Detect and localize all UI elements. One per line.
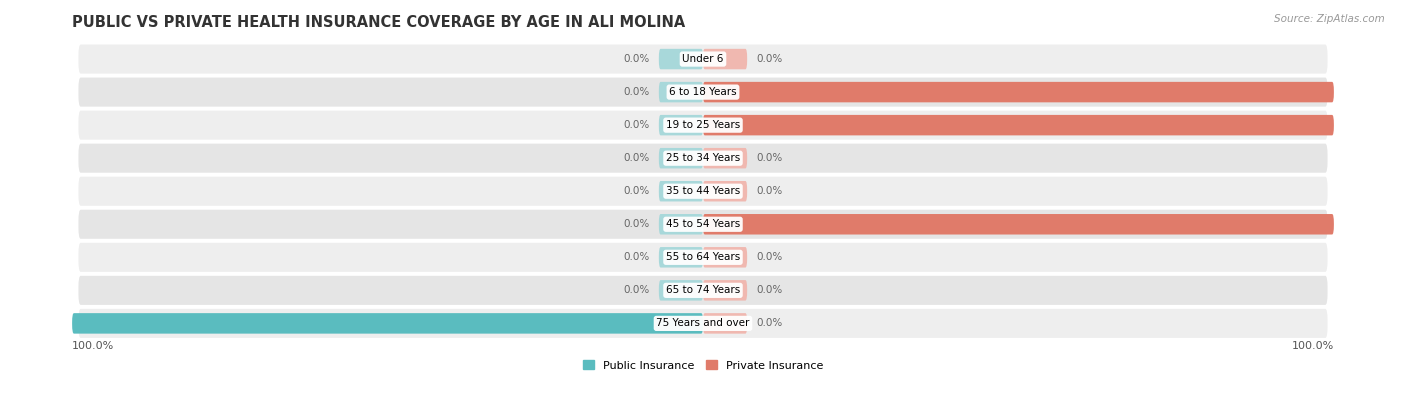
Text: 0.0%: 0.0% bbox=[756, 54, 783, 64]
Text: 0.0%: 0.0% bbox=[756, 186, 783, 196]
FancyBboxPatch shape bbox=[703, 280, 747, 301]
FancyBboxPatch shape bbox=[659, 115, 703, 135]
Text: 75 Years and over: 75 Years and over bbox=[657, 318, 749, 328]
Text: 0.0%: 0.0% bbox=[756, 318, 783, 328]
Text: 0.0%: 0.0% bbox=[623, 186, 650, 196]
Text: 35 to 44 Years: 35 to 44 Years bbox=[666, 186, 740, 196]
Text: 65 to 74 Years: 65 to 74 Years bbox=[666, 285, 740, 295]
Text: 0.0%: 0.0% bbox=[756, 285, 783, 295]
FancyBboxPatch shape bbox=[659, 214, 703, 235]
FancyBboxPatch shape bbox=[659, 82, 703, 102]
Text: 25 to 34 Years: 25 to 34 Years bbox=[666, 153, 740, 163]
Text: 0.0%: 0.0% bbox=[623, 219, 650, 229]
Text: 0.0%: 0.0% bbox=[623, 153, 650, 163]
FancyBboxPatch shape bbox=[703, 247, 747, 268]
FancyBboxPatch shape bbox=[703, 181, 747, 202]
Text: Under 6: Under 6 bbox=[682, 54, 724, 64]
FancyBboxPatch shape bbox=[79, 177, 1327, 206]
FancyBboxPatch shape bbox=[79, 309, 1327, 338]
FancyBboxPatch shape bbox=[79, 276, 1327, 305]
Text: 0.0%: 0.0% bbox=[623, 120, 650, 130]
Text: 100.0%: 100.0% bbox=[1350, 219, 1393, 229]
FancyBboxPatch shape bbox=[659, 148, 703, 169]
FancyBboxPatch shape bbox=[703, 115, 1334, 135]
Text: 0.0%: 0.0% bbox=[623, 285, 650, 295]
FancyBboxPatch shape bbox=[79, 243, 1327, 272]
Text: 100.0%: 100.0% bbox=[13, 318, 56, 328]
FancyBboxPatch shape bbox=[703, 82, 1334, 102]
FancyBboxPatch shape bbox=[659, 247, 703, 268]
Text: 0.0%: 0.0% bbox=[756, 252, 783, 262]
Text: 100.0%: 100.0% bbox=[72, 341, 114, 351]
FancyBboxPatch shape bbox=[79, 111, 1327, 140]
FancyBboxPatch shape bbox=[79, 45, 1327, 74]
Text: 100.0%: 100.0% bbox=[1292, 341, 1334, 351]
FancyBboxPatch shape bbox=[79, 144, 1327, 173]
Text: 0.0%: 0.0% bbox=[756, 153, 783, 163]
FancyBboxPatch shape bbox=[703, 148, 747, 169]
Legend: Public Insurance, Private Insurance: Public Insurance, Private Insurance bbox=[579, 356, 827, 375]
Text: 0.0%: 0.0% bbox=[623, 54, 650, 64]
Text: 45 to 54 Years: 45 to 54 Years bbox=[666, 219, 740, 229]
FancyBboxPatch shape bbox=[703, 313, 747, 334]
FancyBboxPatch shape bbox=[703, 49, 747, 69]
FancyBboxPatch shape bbox=[659, 181, 703, 202]
FancyBboxPatch shape bbox=[659, 280, 703, 301]
Text: 100.0%: 100.0% bbox=[1350, 87, 1393, 97]
FancyBboxPatch shape bbox=[79, 210, 1327, 239]
FancyBboxPatch shape bbox=[703, 214, 1334, 235]
FancyBboxPatch shape bbox=[72, 313, 703, 334]
Text: 55 to 64 Years: 55 to 64 Years bbox=[666, 252, 740, 262]
FancyBboxPatch shape bbox=[79, 78, 1327, 107]
Text: 6 to 18 Years: 6 to 18 Years bbox=[669, 87, 737, 97]
Text: Source: ZipAtlas.com: Source: ZipAtlas.com bbox=[1274, 14, 1385, 24]
FancyBboxPatch shape bbox=[659, 49, 703, 69]
Text: 100.0%: 100.0% bbox=[1350, 120, 1393, 130]
Text: 0.0%: 0.0% bbox=[623, 87, 650, 97]
Text: 0.0%: 0.0% bbox=[623, 252, 650, 262]
Text: 19 to 25 Years: 19 to 25 Years bbox=[666, 120, 740, 130]
Text: PUBLIC VS PRIVATE HEALTH INSURANCE COVERAGE BY AGE IN ALI MOLINA: PUBLIC VS PRIVATE HEALTH INSURANCE COVER… bbox=[72, 15, 685, 30]
